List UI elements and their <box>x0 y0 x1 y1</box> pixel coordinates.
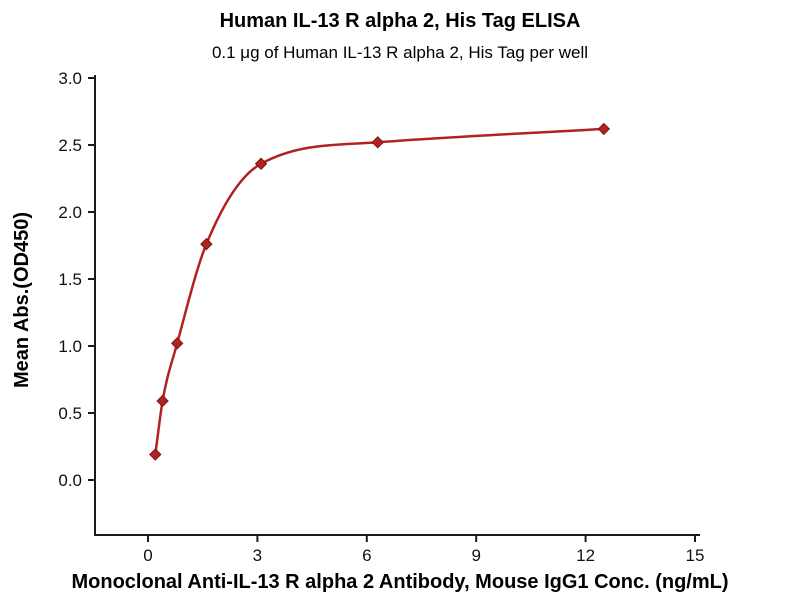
y-tick-label: 1.5 <box>58 270 82 289</box>
x-axis-label: Monoclonal Anti-IL-13 R alpha 2 Antibody… <box>71 571 728 593</box>
data-point-marker <box>149 448 162 461</box>
x-tick-label: 9 <box>471 546 480 565</box>
x-tick-label: 15 <box>686 546 705 565</box>
data-point-marker <box>170 337 184 350</box>
plot-area: 0 3 6 9 12 15 0.0 0.5 1.0 1.5 2.0 2.5 3.0 <box>58 69 704 565</box>
x-tick-label: 0 <box>143 546 152 565</box>
data-point-marker <box>254 157 268 170</box>
x-tick-label: 6 <box>362 546 371 565</box>
x-tick-label: 12 <box>576 546 595 565</box>
y-tick-label: 1.0 <box>58 337 82 356</box>
y-tick-label: 0.5 <box>58 404 82 423</box>
y-tick-label: 2.5 <box>58 136 82 155</box>
y-tick-label: 3.0 <box>58 69 82 88</box>
data-point-marker <box>156 394 169 408</box>
fit-curve <box>154 127 606 456</box>
data-point-marker <box>200 237 213 251</box>
chart-title: Human IL-13 R alpha 2, His Tag ELISA <box>220 10 581 32</box>
y-axis-label: Mean Abs.(OD450) <box>11 212 33 388</box>
x-tick-label: 3 <box>253 546 262 565</box>
axes <box>94 75 700 536</box>
data-point-marker <box>371 136 384 149</box>
y-tick-label: 2.0 <box>58 203 82 222</box>
y-tick-label: 0.0 <box>58 471 82 490</box>
data-point-marker <box>597 122 611 136</box>
chart-subtitle: 0.1 μg of Human IL-13 R alpha 2, His Tag… <box>212 43 588 62</box>
